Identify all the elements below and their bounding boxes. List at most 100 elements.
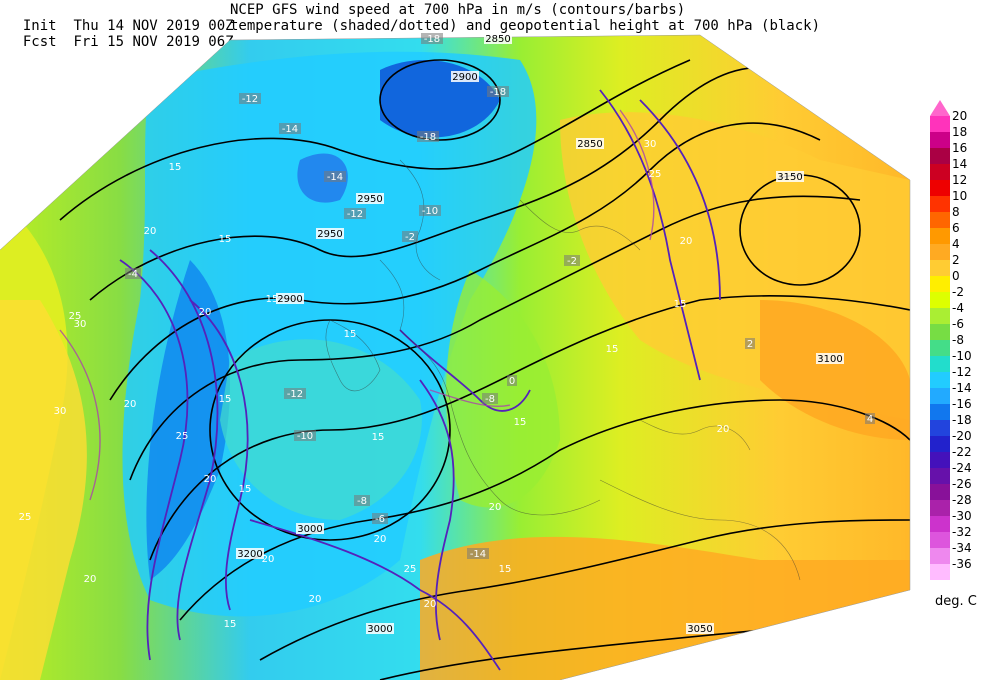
svg-text:25: 25 — [176, 431, 189, 442]
init-line: Init Thu 14 NOV 2019 00Z — [6, 2, 234, 34]
svg-text:15: 15 — [266, 294, 279, 305]
svg-text:20: 20 — [374, 534, 387, 545]
svg-text:-18: -18 — [424, 34, 440, 45]
temperature-label: 4 — [865, 413, 875, 425]
temperature-label: 0 — [507, 375, 517, 387]
colorbar-label: 10 — [952, 189, 968, 203]
colorbar-label: -6 — [952, 317, 964, 331]
jet-core-contours — [59, 109, 655, 501]
colorbar-swatch — [930, 532, 950, 548]
wind-speed-label: 15 — [514, 417, 527, 428]
temperature-label: -18 — [487, 86, 509, 98]
colorbar-swatch — [930, 196, 950, 212]
wind-contour — [639, 99, 721, 301]
temperature-label: 2 — [745, 338, 755, 350]
colorbar-swatch — [930, 452, 950, 468]
colorbar-swatch — [930, 484, 950, 500]
svg-text:4: 4 — [867, 414, 873, 425]
svg-text:0: 0 — [509, 376, 515, 387]
wind-speed-label: 15 — [606, 344, 619, 355]
wind-speed-label: 15 — [219, 234, 232, 245]
temperature-label: -6 — [372, 513, 388, 525]
svg-text:3100: 3100 — [817, 354, 842, 365]
svg-text:20: 20 — [204, 474, 217, 485]
wind-speed-label: 15 — [169, 162, 182, 173]
temperature-label: -12 — [344, 208, 366, 220]
wind-speed-label: 20 — [84, 574, 97, 585]
temperature-label: -12 — [284, 388, 306, 400]
svg-text:30: 30 — [54, 406, 67, 417]
wind-contour — [119, 259, 189, 661]
wind-speed-label: 15 — [266, 294, 279, 305]
wind-speed-label: 20 — [374, 534, 387, 545]
colorbar — [930, 100, 950, 580]
colorbar-label: -18 — [952, 413, 972, 427]
colorbar-swatch — [930, 308, 950, 324]
temperature-label: -14 — [324, 171, 346, 183]
svg-text:-10: -10 — [422, 206, 438, 217]
wind-speed-label: 20 — [262, 554, 275, 565]
height-label: 2850 — [576, 138, 604, 150]
colorbar-label: 2 — [952, 253, 960, 267]
svg-text:3200: 3200 — [237, 549, 262, 560]
scandinavia-low-ring — [379, 59, 501, 141]
colorbar-swatch — [930, 420, 950, 436]
svg-text:15: 15 — [169, 162, 182, 173]
svg-text:25: 25 — [649, 169, 662, 180]
colorbar-label: -2 — [952, 285, 964, 299]
height-label: 2900 — [276, 293, 304, 305]
wind-contour — [419, 379, 455, 641]
wind-contour — [149, 249, 219, 641]
wind-speed-label: 20 — [204, 474, 217, 485]
coastline — [599, 479, 801, 581]
fcst-prefix: Fcst — [22, 34, 57, 50]
height-label: 2950 — [356, 193, 384, 205]
svg-text:2950: 2950 — [357, 194, 382, 205]
title-line-2: temperature (shaded/dotted) and geopoten… — [230, 18, 821, 34]
svg-text:3050: 3050 — [687, 624, 712, 635]
svg-text:15: 15 — [499, 564, 512, 575]
svg-text:25: 25 — [19, 512, 32, 523]
svg-text:20: 20 — [84, 574, 97, 585]
wind-speed-label: 20 — [489, 502, 502, 513]
height-label: 3000 — [296, 523, 324, 535]
colorbar-label: -22 — [952, 445, 972, 459]
svg-text:-12: -12 — [347, 209, 363, 220]
coastline — [325, 319, 381, 392]
colorbar-unit: deg. C — [935, 594, 977, 609]
colorbar-swatch — [930, 388, 950, 404]
colorbar-label: 16 — [952, 141, 968, 155]
western-yellow-band — [0, 300, 87, 680]
coastline — [639, 419, 751, 451]
colorbar-label: -16 — [952, 397, 972, 411]
colorbar-arrow-top — [930, 100, 950, 116]
temperature-label: -4 — [125, 268, 141, 280]
colorbar-label: 12 — [952, 173, 968, 187]
svg-text:2900: 2900 — [277, 294, 302, 305]
svg-text:-14: -14 — [327, 172, 343, 183]
svg-text:15: 15 — [514, 417, 527, 428]
colorbar-swatch — [930, 516, 950, 532]
colorbar-label: -14 — [952, 381, 972, 395]
temperature-label: -14 — [467, 548, 489, 560]
temperature-label: -2 — [402, 231, 418, 243]
svg-text:20: 20 — [144, 226, 157, 237]
height-label: 2900 — [451, 71, 479, 83]
height-label: 2950 — [316, 228, 344, 240]
svg-text:-8: -8 — [357, 496, 367, 507]
colorbar-swatch — [930, 260, 950, 276]
temperature-label: -8 — [482, 393, 498, 405]
svg-text:-18: -18 — [420, 132, 436, 143]
height-contour — [89, 66, 781, 301]
height-label: 3200 — [236, 548, 264, 560]
wind-speed-label: 25 — [19, 512, 32, 523]
colorbar-swatch — [930, 340, 950, 356]
wind-speed-label: 30 — [74, 319, 87, 330]
wind-speed-label: 30 — [54, 406, 67, 417]
colorbar-swatch — [930, 244, 950, 260]
colorbar-label: 14 — [952, 157, 968, 171]
jet-contour — [429, 389, 511, 408]
wind-contour — [249, 519, 501, 671]
colorbar-label: 0 — [952, 269, 960, 283]
